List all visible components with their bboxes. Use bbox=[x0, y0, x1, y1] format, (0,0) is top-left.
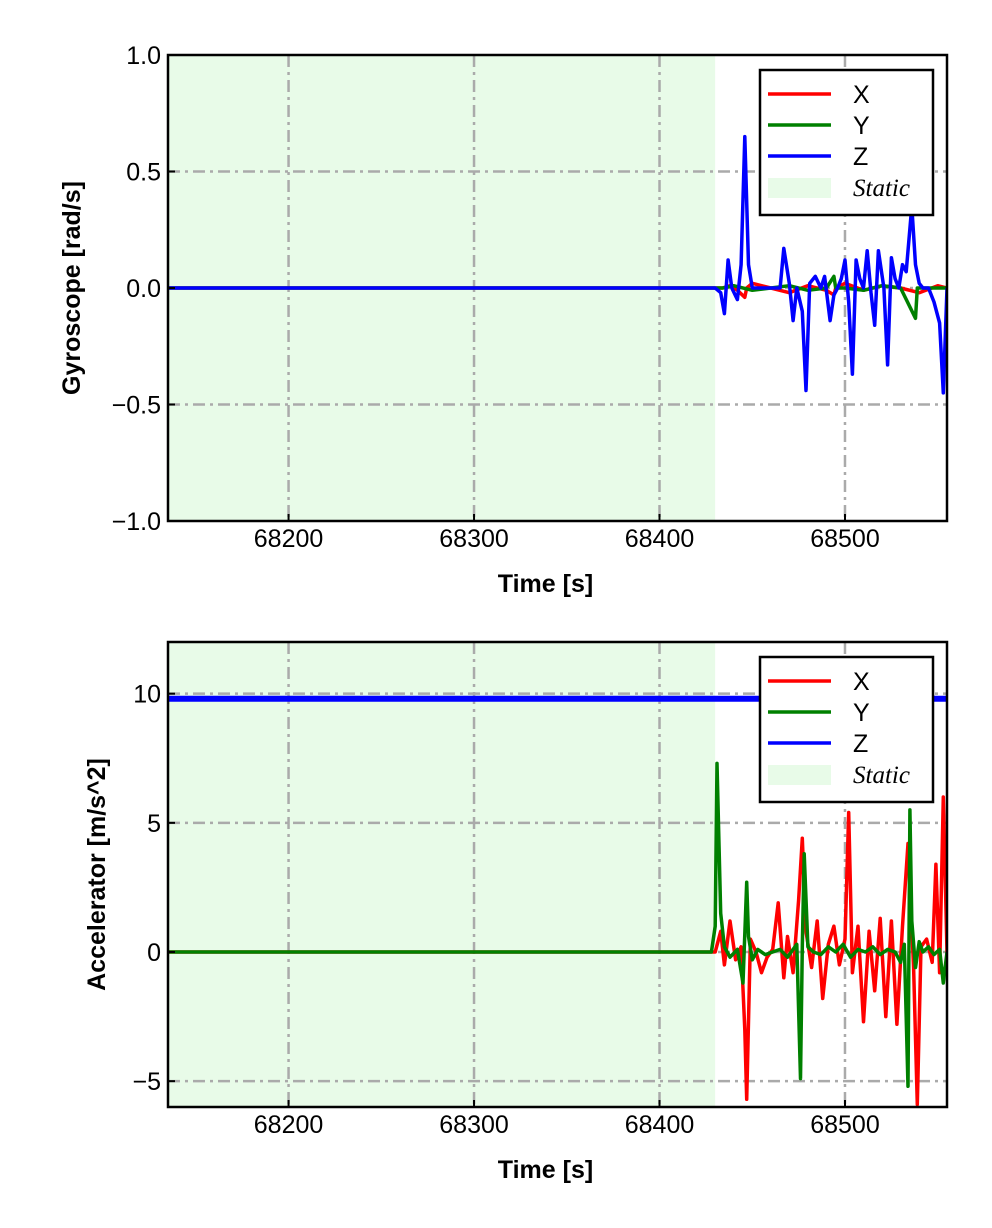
x-tick-label: 68400 bbox=[625, 1111, 695, 1139]
legend-label-static: Static bbox=[853, 175, 910, 202]
y-axis-label: Gyroscope [rad/s] bbox=[58, 181, 86, 395]
y-tick-label: −0.5 bbox=[112, 392, 161, 420]
series-line-y bbox=[168, 761, 947, 1089]
legend-swatch-static bbox=[768, 765, 831, 785]
accelerometer-chart: 68200 68300 68400 68500 −5 0 5 10 Time [s] Accele… bbox=[83, 640, 949, 1184]
series-line-x bbox=[168, 795, 947, 1107]
x-axis-label: Time [s] bbox=[498, 570, 593, 598]
y-tick-label: 0.0 bbox=[126, 275, 161, 303]
legend-label-z: Z bbox=[853, 730, 868, 758]
gyroscope-chart: 68200 68300 68400 68500 −1.0 −0.5 0.0 0.5 1.0 Tim… bbox=[58, 42, 949, 598]
y-tick-label: 5 bbox=[147, 810, 161, 838]
y-axis-label: Accelerator [m/s^2] bbox=[83, 758, 111, 991]
y-tick-label: 0 bbox=[147, 939, 161, 967]
legend-label-x: X bbox=[853, 668, 870, 696]
legend-label-y: Y bbox=[853, 699, 870, 727]
legend-label-x: X bbox=[853, 81, 870, 109]
x-tick-label: 68200 bbox=[254, 1111, 324, 1139]
legend: XYZ Static bbox=[758, 68, 935, 217]
y-tick-label: 0.5 bbox=[126, 159, 161, 187]
legend-label-static: Static bbox=[853, 762, 910, 789]
x-tick-label: 68200 bbox=[254, 525, 324, 553]
static-region bbox=[168, 642, 716, 1107]
legend-swatch-static bbox=[768, 178, 831, 198]
y-tick-label: −5 bbox=[132, 1068, 161, 1096]
x-axis-label: Time [s] bbox=[498, 1156, 593, 1184]
x-tick-label: 68300 bbox=[439, 1111, 509, 1139]
x-tick-label: 68500 bbox=[810, 1111, 880, 1139]
y-tick-label: 1.0 bbox=[126, 42, 161, 70]
plot-frame bbox=[166, 640, 949, 1109]
y-tick-label: −1.0 bbox=[112, 508, 161, 536]
y-tick-label: 10 bbox=[133, 681, 161, 709]
legend: XYZ Static bbox=[758, 655, 935, 804]
x-tick-label: 68300 bbox=[439, 525, 509, 553]
x-tick-label: 68400 bbox=[625, 525, 695, 553]
series-line-z bbox=[168, 134, 947, 395]
legend-label-z: Z bbox=[853, 143, 868, 171]
legend-label-y: Y bbox=[853, 112, 870, 140]
x-tick-label: 68500 bbox=[810, 525, 880, 553]
